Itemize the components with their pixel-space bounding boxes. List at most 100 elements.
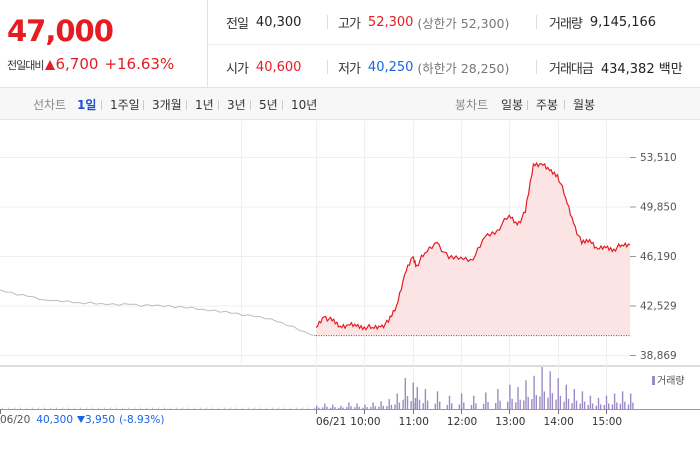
down-triangle-icon — [77, 416, 86, 423]
today-series — [315, 161, 631, 336]
volume-bar — [321, 407, 324, 409]
volume-bar — [358, 406, 360, 409]
tab-1day[interactable]: 1일 — [77, 98, 97, 112]
volume-cell: 거래량 9,145,166 — [549, 0, 656, 44]
tab-3months[interactable]: 3개월 — [152, 98, 182, 112]
volume-bar — [236, 407, 237, 409]
volume-bar — [549, 371, 551, 409]
volume-bar — [424, 389, 427, 409]
volume-bar — [122, 407, 123, 409]
volume-bar — [380, 401, 382, 409]
volume-bar — [539, 396, 541, 409]
volume-bar — [342, 407, 344, 409]
volume-bar — [482, 404, 485, 409]
amount-value: 434,382 백만 — [600, 61, 683, 77]
volume-bar — [140, 407, 141, 409]
volume-bar — [589, 395, 592, 409]
volume-bar — [543, 391, 545, 409]
tab-3years[interactable]: 3년 — [227, 98, 246, 112]
volume-bar — [200, 407, 201, 409]
volume-bar — [597, 397, 600, 409]
stock-quote-panel: 47,000 전일대비 6,700 +16.63% 전일 40,300 고가 52,… — [0, 0, 700, 88]
volume-bar — [422, 403, 424, 409]
volume-label: 거래량 — [549, 16, 583, 32]
volume-bar — [206, 407, 207, 409]
previous-day-series — [0, 289, 317, 337]
volume-bar — [164, 407, 165, 409]
tab-weekly-candle[interactable]: 주봉 — [536, 98, 559, 112]
volume-bar — [436, 391, 439, 409]
volume-bar — [32, 407, 33, 409]
up-triangle-icon — [45, 60, 56, 70]
low-label: 저가 — [338, 61, 361, 77]
volume-bar — [128, 407, 129, 409]
tab-daily-candle[interactable]: 일봉 — [501, 98, 524, 112]
tab-5years[interactable]: 5년 — [259, 98, 278, 112]
volume-bar — [188, 407, 189, 409]
open-label: 시가 — [226, 61, 249, 77]
volume-bar — [547, 397, 549, 409]
separator — [186, 100, 187, 110]
volume-bar — [434, 403, 436, 409]
volume-bar — [416, 386, 418, 409]
volume-bar — [567, 398, 570, 409]
volume-bar — [366, 407, 368, 409]
volume-bar — [296, 407, 297, 409]
x-axis-ticks: 06/21 10:00 11:00 12:00 13:00 14:00 15:00 — [0, 409, 622, 428]
separator — [536, 15, 537, 29]
separator — [327, 60, 328, 74]
volume-bar — [212, 407, 213, 409]
volume-bar — [619, 403, 622, 409]
tab-10years[interactable]: 10년 — [291, 98, 318, 112]
volume-legend-label: 거래량 — [657, 376, 685, 387]
volume-bar — [278, 407, 279, 409]
change-label: 전일대비 — [7, 59, 44, 72]
high-cell: 고가 52,300 (상한가 52,300) — [338, 0, 509, 44]
volume-bar — [134, 407, 135, 409]
volume-bar — [525, 380, 527, 409]
volume-bar — [68, 407, 69, 409]
prev-day-close: 40,300 — [36, 414, 74, 426]
volume-bar — [316, 405, 318, 409]
volume-bar — [326, 406, 328, 409]
volume-bar — [350, 406, 352, 409]
volume-bar — [362, 407, 364, 409]
volume-bar — [104, 407, 105, 409]
low-value: 40,250 — [367, 59, 414, 75]
tab-1year[interactable]: 1년 — [195, 98, 214, 112]
volume-bar — [2, 407, 3, 409]
volume-bar — [284, 407, 285, 409]
volume-bar — [26, 407, 27, 409]
volume-bar — [475, 403, 477, 409]
volume-bar — [152, 407, 153, 409]
row-divider — [209, 44, 700, 45]
volume-bar — [404, 378, 406, 409]
prev-day-date: 06/20 — [0, 414, 31, 426]
volume-bar — [386, 406, 388, 409]
volume-bar — [170, 407, 171, 409]
volume-bar — [439, 401, 441, 409]
separator — [536, 60, 537, 74]
volume-bar — [402, 399, 404, 409]
volume-bar — [600, 404, 602, 409]
separator — [527, 100, 528, 110]
line-chart-label: 선차트 — [33, 98, 67, 112]
tab-1week[interactable]: 1주일 — [110, 98, 140, 112]
today-price-line — [315, 161, 631, 331]
volume-bar — [563, 401, 565, 409]
volume-bar — [146, 407, 147, 409]
volume-bar — [565, 384, 567, 409]
tab-monthly-candle[interactable]: 월봉 — [573, 98, 596, 112]
volume-bar — [579, 403, 581, 409]
volume-bar — [414, 402, 416, 409]
volume-bar — [266, 407, 267, 409]
volume-bar — [418, 399, 421, 409]
previous-day-line — [0, 289, 317, 337]
volume-bar — [92, 407, 93, 409]
volume-bar — [98, 407, 99, 409]
prev-day-change: 3,950 — [85, 414, 116, 426]
x-tick-label: 13:00 — [495, 416, 525, 428]
volume-bar — [86, 407, 87, 409]
volume-bar — [531, 399, 533, 409]
volume-bar — [332, 404, 334, 409]
